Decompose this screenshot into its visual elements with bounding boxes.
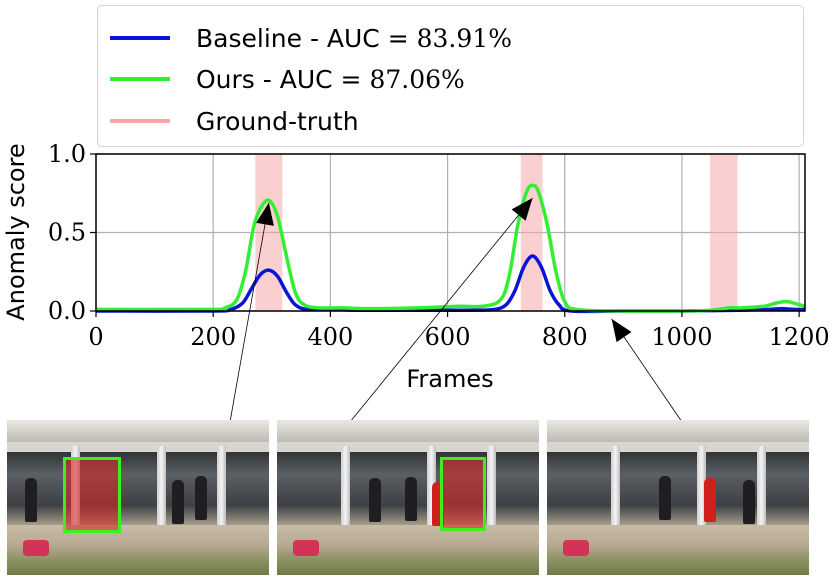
frame-person: [405, 477, 417, 521]
y-axis-label: Anomaly score: [2, 143, 30, 320]
legend-item-ground-truth: Ground-truth: [110, 101, 359, 141]
frame-ground: [547, 525, 809, 575]
legend-label-baseline-text: Baseline - AUC =: [196, 23, 409, 53]
video-frame-3: [547, 420, 809, 575]
frame-person: [25, 478, 37, 522]
legend-label-ours: Ours - AUC = 87.06%: [196, 65, 465, 94]
frame-pillar: [217, 446, 226, 546]
frame-pillar: [487, 446, 496, 546]
frame-roof: [277, 420, 539, 442]
ground-truth-band: [520, 154, 543, 311]
x-tick-label: 0: [88, 323, 103, 351]
legend-label-ground-truth: Ground-truth: [196, 106, 359, 136]
y-tick-label: 0.5: [48, 219, 86, 247]
frame-pillar: [427, 446, 436, 546]
legend: Baseline - AUC = 83.91% Ours - AUC = 87.…: [97, 5, 804, 147]
series-line-baseline: [95, 254, 806, 314]
axis-ticks: 0 200 400 600 800 1000 1200 0.0 0.5 1.0: [48, 140, 830, 351]
legend-swatch-ground-truth: [110, 119, 170, 123]
frame-pillar: [611, 446, 620, 546]
anomaly-detection-box: [440, 457, 486, 531]
video-frame-2: [277, 420, 539, 575]
annotation-arrowhead: [511, 197, 533, 221]
frame-person: [195, 476, 207, 520]
frame-pillar: [341, 446, 350, 546]
frame-bag: [563, 540, 589, 556]
legend-value-baseline: 83.91%: [416, 23, 512, 53]
annotation-lines: [229, 197, 683, 423]
video-frame-1: [7, 420, 269, 575]
annotation-line: [349, 197, 533, 423]
frame-pillar: [697, 446, 706, 546]
frame-person: [172, 480, 184, 524]
ground-truth-band: [255, 154, 283, 311]
frame-roof: [7, 420, 269, 442]
frame-beam: [7, 442, 269, 452]
series-line-ours: [95, 183, 806, 313]
frame-ground: [277, 525, 539, 575]
frame-beam: [277, 442, 539, 452]
x-tick-label: 1200: [769, 323, 830, 351]
y-tick-label: 1.0: [48, 140, 86, 168]
x-tick-label: 600: [425, 323, 471, 351]
series-lines: [95, 183, 806, 314]
legend-item-baseline: Baseline - AUC = 83.91%: [110, 18, 512, 58]
annotation-arrowhead: [611, 318, 632, 343]
legend-swatch-baseline: [110, 36, 170, 40]
frame-pillar: [157, 446, 166, 546]
frame-person: [743, 480, 755, 524]
annotation-arrowhead: [256, 202, 274, 226]
x-tick-label: 1000: [651, 323, 712, 351]
frame-bag: [293, 540, 319, 556]
frame-bag: [23, 540, 49, 556]
legend-label-ours-text: Ours - AUC =: [196, 64, 362, 94]
frame-beam: [547, 442, 809, 452]
legend-label-baseline: Baseline - AUC = 83.91%: [196, 24, 512, 53]
x-axis-label: Frames: [406, 365, 493, 393]
legend-value-ours: 87.06%: [369, 64, 465, 94]
grid-lines: [95, 153, 805, 312]
frame-person: [659, 476, 671, 520]
frame-pillar: [757, 446, 766, 546]
frame-ground: [7, 525, 269, 575]
legend-swatch-ours: [110, 77, 170, 81]
frame-person: [369, 478, 381, 522]
y-tick-label: 0.0: [48, 297, 86, 325]
frame-roof: [547, 420, 809, 442]
x-tick-label: 200: [190, 323, 236, 351]
annotation-line: [229, 202, 270, 423]
anomaly-detection-box: [63, 457, 121, 533]
x-tick-label: 800: [542, 323, 588, 351]
ground-truth-band: [710, 154, 738, 311]
legend-item-ours: Ours - AUC = 87.06%: [110, 59, 465, 99]
x-tick-label: 400: [307, 323, 353, 351]
frame-person: [704, 478, 716, 522]
